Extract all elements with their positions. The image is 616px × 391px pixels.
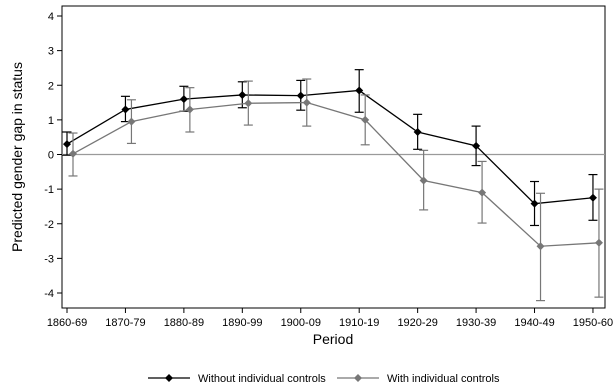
- legend-label: With individual controls: [387, 373, 500, 385]
- legend-label: Without individual controls: [198, 373, 326, 385]
- data-point: [302, 98, 311, 107]
- x-tick-label: 1870-79: [105, 317, 145, 329]
- y-tick-label: 3: [48, 46, 54, 58]
- data-point: [244, 99, 253, 108]
- y-tick-label: 4: [48, 11, 54, 23]
- data-point: [530, 199, 539, 208]
- x-tick-label: 1930-39: [456, 317, 496, 329]
- series-line: [66, 89, 594, 205]
- data-point: [472, 141, 481, 150]
- series-2: [68, 78, 604, 302]
- y-tick-label: -4: [44, 288, 54, 300]
- x-tick-label: 1860-69: [47, 317, 87, 329]
- data-point: [536, 242, 545, 251]
- data-point: [419, 176, 428, 185]
- legend: Without individual controls With individu…: [148, 373, 500, 385]
- legend-marker: [354, 374, 362, 382]
- x-tick-label: 1880-89: [164, 317, 204, 329]
- y-axis-label: Predicted gender gap in status: [9, 62, 25, 252]
- data-point: [179, 95, 188, 104]
- y-tick-label: -1: [44, 184, 54, 196]
- x-tick-label: 1890-99: [222, 317, 262, 329]
- data-point: [296, 91, 305, 100]
- data-point: [478, 188, 487, 197]
- x-tick-label: 1910-19: [339, 317, 379, 329]
- series-1: [62, 69, 598, 227]
- data-point: [413, 127, 422, 136]
- y-tick-label: 2: [48, 80, 54, 92]
- data-point: [63, 140, 71, 149]
- data-point: [185, 105, 194, 114]
- data-point: [355, 86, 364, 95]
- data-point: [594, 238, 603, 247]
- x-axis: 1860-69 1870-79 1880-89 1890-99 1900-09 1910-…: [47, 308, 613, 329]
- x-axis-label: Period: [313, 331, 353, 347]
- x-tick-label: 1950-60: [573, 317, 613, 329]
- y-tick-label: 0: [48, 150, 54, 162]
- legend-marker: [165, 374, 173, 382]
- x-tick-label: 1940-49: [514, 317, 554, 329]
- x-tick-label: 1900-09: [281, 317, 321, 329]
- y-tick-label: 1: [48, 115, 54, 127]
- data-point: [69, 149, 77, 158]
- data-point: [127, 117, 136, 126]
- series-layer: [62, 69, 604, 302]
- y-tick-label: -3: [44, 253, 54, 265]
- data-point: [121, 105, 130, 114]
- data-point: [238, 90, 247, 99]
- y-tick-label: -2: [44, 219, 54, 231]
- series-line: [72, 101, 599, 247]
- x-tick-label: 1920-29: [397, 317, 437, 329]
- y-axis: -4 -3 -2 -1 0 1 2 3 4: [44, 11, 62, 300]
- plot-frame: [61, 5, 606, 309]
- data-point: [361, 115, 370, 124]
- data-point: [588, 193, 597, 202]
